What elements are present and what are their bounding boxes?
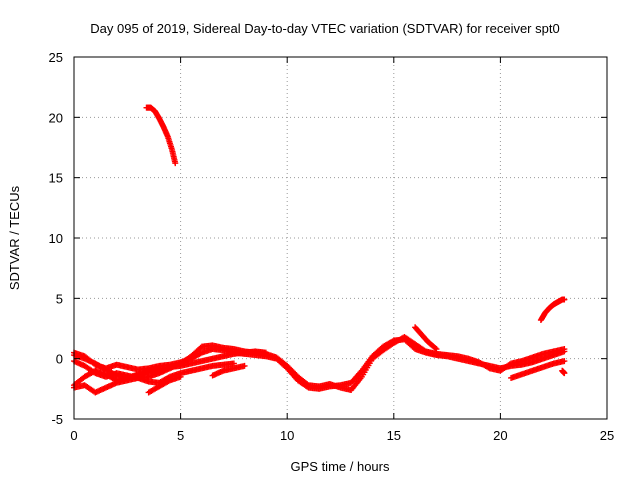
data-point: [561, 296, 568, 303]
data-point: [433, 346, 440, 353]
y-tick-label: 5: [56, 291, 63, 306]
data-layer: [71, 104, 568, 396]
data-point: [177, 373, 184, 380]
grid-layer: [74, 57, 607, 419]
x-tick-label: 15: [387, 428, 401, 443]
y-tick-label: 15: [49, 171, 63, 186]
y-tick-label: 20: [49, 110, 63, 125]
y-tick-label: 25: [49, 50, 63, 65]
x-tick-label: 25: [600, 428, 614, 443]
x-tick-label: 10: [280, 428, 294, 443]
x-axis-title: GPS time / hours: [291, 459, 390, 474]
chart-title: Day 095 of 2019, Sidereal Day-to-day VTE…: [90, 21, 559, 36]
y-axis-title: SDTVAR / TECUs: [7, 185, 22, 290]
data-point: [262, 349, 269, 356]
series-track-b: [71, 333, 568, 394]
series-track-g: [209, 362, 248, 379]
data-point: [172, 160, 179, 167]
series-track-i: [508, 358, 568, 381]
x-tick-label: 5: [177, 428, 184, 443]
x-tick-label: 20: [493, 428, 507, 443]
series-track-e: [71, 360, 237, 396]
series-track-f: [145, 373, 184, 396]
data-point: [241, 362, 248, 369]
series-track-l: [559, 367, 568, 377]
data-point: [561, 346, 568, 353]
series-track-j: [143, 104, 179, 167]
series-track-d: [71, 352, 163, 381]
y-tick-label: 0: [56, 352, 63, 367]
data-point: [432, 345, 439, 352]
y-tick-label: -5: [51, 412, 63, 427]
tick-layer: 0 5 10 15 20 25 -5 0 5 10 15 20 25: [49, 50, 615, 443]
x-tick-label: 0: [70, 428, 77, 443]
y-tick-label: 10: [49, 231, 63, 246]
series-track-h: [412, 324, 440, 353]
data-point: [156, 366, 163, 373]
data-point: [561, 358, 568, 365]
series-track-k: [537, 296, 568, 324]
data-point: [561, 370, 568, 377]
